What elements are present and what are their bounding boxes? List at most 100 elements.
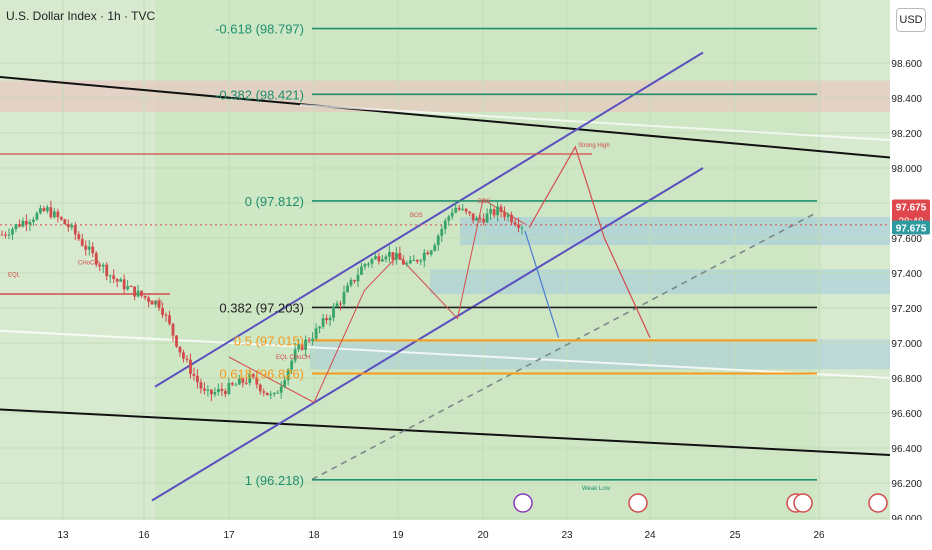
candle-body (168, 315, 171, 324)
candle-body (32, 219, 35, 223)
candle-body (70, 225, 74, 228)
structure-label: BOS (150, 301, 163, 307)
candle-body (73, 225, 77, 235)
candle-body (94, 253, 98, 265)
supply-zone (0, 80, 890, 112)
price-tick-label: 97.000 (891, 339, 922, 350)
fib-level-label: -0.618 (98.797) (215, 22, 304, 37)
swing-structure (228, 198, 526, 404)
candle-body (394, 253, 398, 260)
candle-body (18, 224, 21, 227)
candle-body (38, 208, 42, 213)
candle-body (14, 224, 18, 229)
candle-body (332, 306, 335, 318)
candle-body (461, 208, 465, 210)
candle-body (196, 375, 199, 383)
candle-body (140, 290, 143, 296)
candle-body (283, 380, 287, 387)
time-tick-label: 26 (813, 530, 825, 541)
candle-body (443, 220, 447, 230)
candle-body (175, 335, 178, 347)
price-tick-label: 96.400 (891, 444, 922, 455)
candle-body (84, 245, 88, 250)
candle-body (374, 256, 377, 260)
fib-level-label: 0.618 (96.826) (219, 366, 304, 381)
candle-body (293, 349, 297, 361)
price-tick-label: 96.000 (891, 514, 922, 525)
structure-label: BOS (478, 199, 491, 205)
candle-body (272, 392, 276, 395)
candle-body (0, 234, 4, 236)
chart-title: U.S. Dollar Index · 1h · TVC (6, 9, 156, 23)
price-tick-label: 98.200 (891, 129, 922, 140)
time-tick-label: 25 (729, 530, 741, 541)
candle-body (279, 386, 283, 393)
candle-body (63, 219, 67, 225)
candle-body (381, 259, 384, 262)
channel-upper (154, 51, 704, 388)
candle-body (314, 328, 318, 339)
candle-body (328, 317, 332, 321)
candle-body (499, 206, 503, 212)
candle-body (391, 252, 395, 260)
candle-body (241, 378, 245, 383)
candle-body (286, 369, 290, 381)
fib-level-label: 0.382 (97.203) (219, 300, 304, 315)
candle-body (182, 352, 185, 359)
candle-body (276, 392, 280, 394)
price-badge-label: 97.675 (896, 224, 927, 235)
candle-body (244, 382, 248, 384)
candle-body (115, 278, 119, 282)
candle-body (436, 235, 440, 246)
candle-body (318, 326, 321, 329)
candle-body (25, 220, 28, 225)
candle-body (422, 252, 426, 261)
candle-body (45, 207, 49, 212)
price-tick-label: 98.400 (891, 94, 922, 105)
candle-body (223, 391, 227, 395)
candle-body (206, 389, 210, 391)
event-icon (793, 493, 813, 513)
candle-body (164, 314, 168, 316)
candle-body (307, 339, 311, 341)
trendline-white-lower (0, 329, 891, 379)
candle-body (513, 222, 517, 225)
candle-body (412, 259, 416, 261)
projection-path-blue (524, 230, 560, 338)
candle-body (360, 266, 363, 275)
candle-body (265, 392, 269, 396)
trendline-upper (0, 76, 891, 159)
structure-label: CHoCH (78, 260, 99, 266)
structure-label: Weak Low (582, 486, 611, 492)
event-icon (868, 493, 888, 513)
price-tick-label: 96.600 (891, 409, 922, 420)
currency-button[interactable]: USD (896, 8, 926, 32)
candle-body (154, 301, 157, 305)
event-icon (513, 493, 533, 513)
candle-body (492, 209, 496, 216)
price-tick-label: 97.200 (891, 304, 922, 315)
demand-zone-lower (310, 339, 890, 370)
fib-level-label: -0.382 (98.421) (215, 87, 304, 102)
candle-body (112, 275, 116, 279)
candle-body (227, 382, 231, 395)
time-axis (0, 520, 932, 550)
candle-body (178, 346, 182, 353)
candle-body (122, 279, 126, 290)
trendline-lower (0, 408, 891, 456)
candle-body (171, 323, 175, 336)
candle-body (108, 275, 112, 277)
candle-body (56, 211, 60, 218)
candle-body (11, 228, 14, 235)
candle-body (475, 218, 479, 221)
candle-body (454, 207, 458, 213)
candle-body (161, 308, 164, 315)
demand-zone-middle (430, 269, 890, 294)
candle-body (457, 207, 461, 210)
candle-body (297, 344, 301, 350)
candle-body (335, 303, 339, 307)
time-tick-label: 23 (561, 530, 573, 541)
candle-body (353, 279, 356, 282)
